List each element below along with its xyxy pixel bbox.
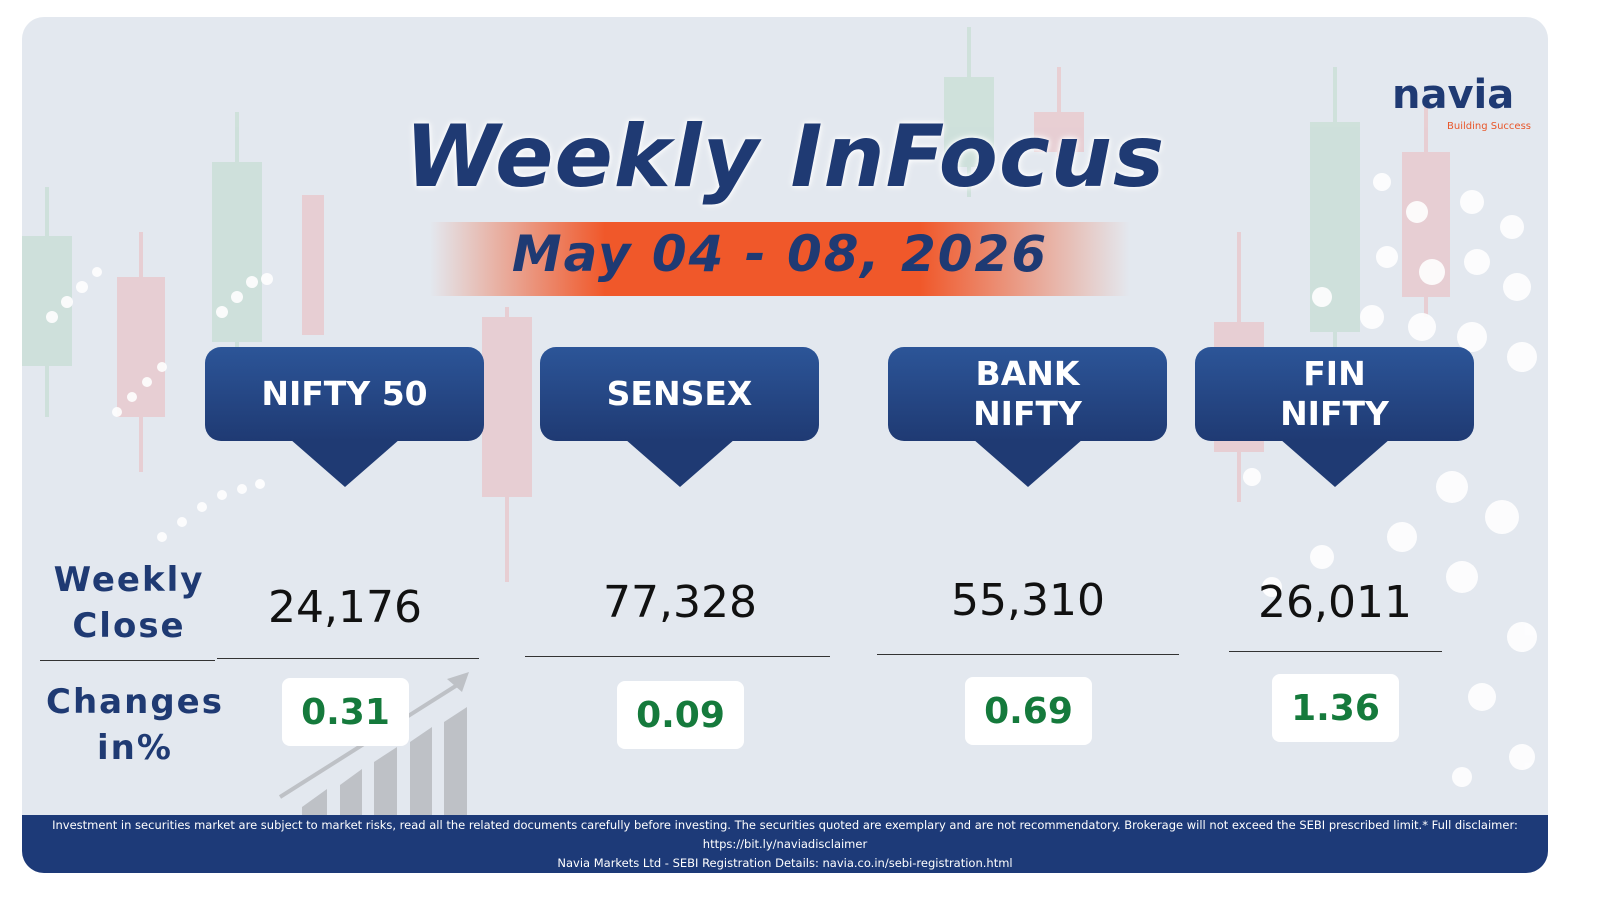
index-name: BANK NIFTY <box>973 354 1082 433</box>
weekly-close: 55,310 <box>951 575 1105 626</box>
footer: Investment in securities market are subj… <box>22 815 1548 873</box>
weekly-change: 0.09 <box>617 681 744 749</box>
pointer <box>625 439 735 487</box>
pointer-shape <box>1280 439 1390 487</box>
index-header: FIN NIFTY <box>1195 347 1474 441</box>
index-header: SENSEX <box>540 347 819 441</box>
row-label: Changes in% <box>46 682 224 768</box>
row-label: Weekly Close <box>53 560 205 646</box>
title: Weekly InFocus <box>404 107 1166 207</box>
date-range: May 04 - 08, 2026 <box>511 225 1049 283</box>
divider <box>525 656 830 657</box>
divider <box>877 654 1179 655</box>
weekly-close: 26,011 <box>1258 577 1412 628</box>
index-name: NIFTY 50 <box>261 374 428 413</box>
disclaimer: Investment in securities market are subj… <box>52 817 1518 851</box>
index-header: NIFTY 50 <box>205 347 484 441</box>
pointer-shape <box>973 439 1083 487</box>
date-banner <box>430 222 1130 296</box>
weekly-change: 0.69 <box>965 677 1092 745</box>
divider <box>40 660 215 661</box>
weekly-change: 0.31 <box>282 678 409 746</box>
index-name: SENSEX <box>606 374 753 413</box>
brand-tagline: Building Success <box>1447 121 1531 132</box>
index-header: BANK NIFTY <box>888 347 1167 441</box>
weekly-close: 24,176 <box>268 582 422 633</box>
pointer <box>973 439 1083 487</box>
divider <box>1229 651 1442 652</box>
pointer <box>290 439 400 487</box>
index-name: FIN NIFTY <box>1280 354 1389 433</box>
pointer-shape <box>625 439 735 487</box>
weekly-close: 77,328 <box>603 577 757 628</box>
weekly-change: 1.36 <box>1272 674 1399 742</box>
divider <box>217 658 479 659</box>
card: navia Building Success Weekly InFocus Ma… <box>22 17 1548 873</box>
brand-logo: navia <box>1392 72 1515 118</box>
pointer <box>1280 439 1390 487</box>
background-decoration <box>22 27 1537 815</box>
registration: Navia Markets Ltd - SEBI Registration De… <box>557 855 1013 870</box>
pointer-shape <box>290 439 400 487</box>
